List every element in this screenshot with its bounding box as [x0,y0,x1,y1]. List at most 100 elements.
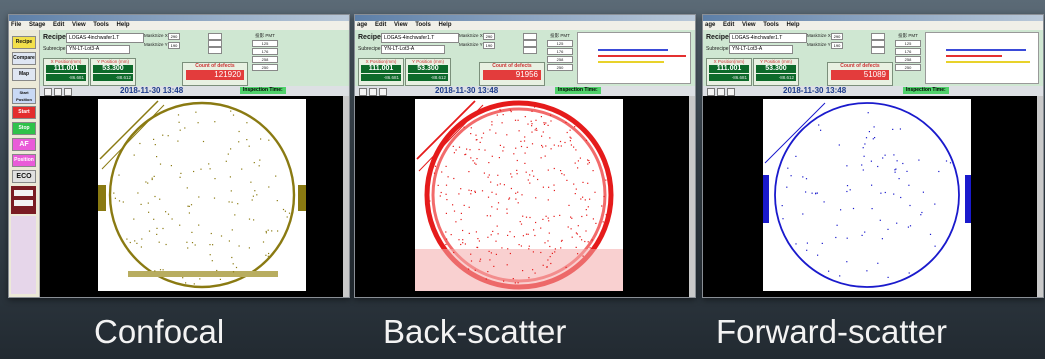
menu-tools[interactable]: Tools [415,22,431,28]
mask-y-field[interactable]: 190 [168,42,180,49]
menu-view[interactable]: View [72,22,86,28]
record-field[interactable] [14,200,33,206]
pmt-value[interactable]: 258 [547,56,573,63]
vertical-scrollbar[interactable] [343,96,349,297]
menu-help[interactable]: Help [438,22,452,28]
defect-point [122,201,124,203]
laser-field[interactable] [208,33,222,40]
pmt-value[interactable]: 125 [895,40,921,47]
defect-point [468,189,470,191]
pmt-value[interactable]: 125 [547,40,573,47]
defect-point [548,186,550,188]
pmt-value[interactable]: 258 [252,56,278,63]
zoom-in-icon[interactable] [44,88,52,96]
laser-field[interactable] [871,47,885,54]
pmt-value[interactable]: 258 [895,56,921,63]
pmt-value[interactable]: 176 [547,48,573,55]
defect-point [535,119,537,121]
compare-button[interactable]: Compare [12,52,36,65]
mask-y-field[interactable]: 190 [831,42,843,49]
window-titlebar[interactable] [9,15,349,21]
mask-x-field[interactable]: 290 [831,33,843,40]
defect-point [786,186,788,188]
zoom-out-icon[interactable] [717,88,725,96]
window-titlebar[interactable] [703,15,1043,21]
zoom-out-icon[interactable] [54,88,62,96]
defect-point [179,129,181,131]
mask-x-field[interactable]: 290 [483,33,495,40]
defect-point [531,125,533,127]
start-position-button[interactable]: Start Position [12,88,36,104]
fit-icon[interactable] [379,88,387,96]
laser-field[interactable] [871,40,885,47]
mask-y-field[interactable]: 190 [483,42,495,49]
pmt-value[interactable]: 250 [895,64,921,71]
defect-point [529,216,531,219]
defect-point [511,176,513,178]
laser-field[interactable] [871,33,885,40]
recipe-button[interactable]: Recipe [12,36,36,49]
map-button[interactable]: Map [12,68,36,81]
laser-field[interactable] [523,33,537,40]
recipe-field[interactable]: LOGAS-4inchwafer1.T [729,33,807,43]
defect-point [577,225,579,227]
window-titlebar[interactable] [355,15,695,21]
pmt-value[interactable]: 176 [252,48,278,55]
laser-field[interactable] [523,47,537,54]
wafer-map-view[interactable] [40,96,349,297]
menu-file[interactable]: File [11,22,22,28]
menu-edit[interactable]: Edit [723,22,735,28]
pmt-value[interactable]: 125 [252,40,278,47]
defect-point [496,208,498,210]
laser-field[interactable] [523,40,537,47]
zoom-in-icon[interactable] [707,88,715,96]
position-button[interactable]: Position [12,154,36,167]
recipe-field[interactable]: LOGAS-4inchwafer1.T [66,33,144,43]
eco-button[interactable]: ECO [12,170,36,183]
pmt-value[interactable]: 250 [252,64,278,71]
zoom-in-icon[interactable] [359,88,367,96]
defect-point [570,228,572,230]
start-button[interactable]: Start [12,106,36,119]
menu-help[interactable]: Help [786,22,800,28]
pmt-value[interactable]: 250 [547,64,573,71]
defect-point [493,265,495,267]
menu-edit[interactable]: Edit [53,22,65,28]
laser-field[interactable] [208,40,222,47]
af-button[interactable]: AF [12,138,36,151]
wafer-map-view[interactable] [355,96,695,297]
record-field[interactable] [14,190,33,196]
menu-edit[interactable]: Edit [375,22,387,28]
menu-view[interactable]: View [742,22,756,28]
defect-point [213,197,216,199]
menu-stage[interactable]: age [705,22,716,28]
mask-x-field[interactable]: 290 [168,33,180,40]
subrecipe-field[interactable]: YN-LT-Lot3-A [66,45,130,54]
defect-point [541,144,543,147]
defect-point [861,234,863,236]
vertical-scrollbar[interactable] [689,96,695,297]
stop-button[interactable]: Stop [12,122,36,135]
menu-view[interactable]: View [394,22,408,28]
recipe-field[interactable]: LOGAS-4inchwafer1.T [381,33,459,43]
fit-icon[interactable] [727,88,735,96]
pmt-value[interactable]: 176 [895,48,921,55]
subrecipe-field[interactable]: YN-LT-Lot3-A [729,45,793,54]
defect-point [545,215,547,217]
menu-help[interactable]: Help [116,22,130,28]
defect-point [560,247,562,249]
wafer-map-view[interactable] [703,96,1043,297]
vertical-scrollbar[interactable] [1037,96,1043,297]
laser-field[interactable] [208,47,222,54]
mask-y-label: MaskSize Y [144,42,168,47]
subrecipe-field[interactable]: YN-LT-Lot3-A [381,45,445,54]
menu-tools[interactable]: Tools [93,22,109,28]
defect-point [896,222,898,224]
menu-tools[interactable]: Tools [763,22,779,28]
zoom-out-icon[interactable] [369,88,377,96]
fit-icon[interactable] [64,88,72,96]
menu-stage[interactable]: age [357,22,368,28]
defect-point [259,159,261,161]
defect-point [532,251,534,253]
menu-stage[interactable]: Stage [29,22,46,28]
